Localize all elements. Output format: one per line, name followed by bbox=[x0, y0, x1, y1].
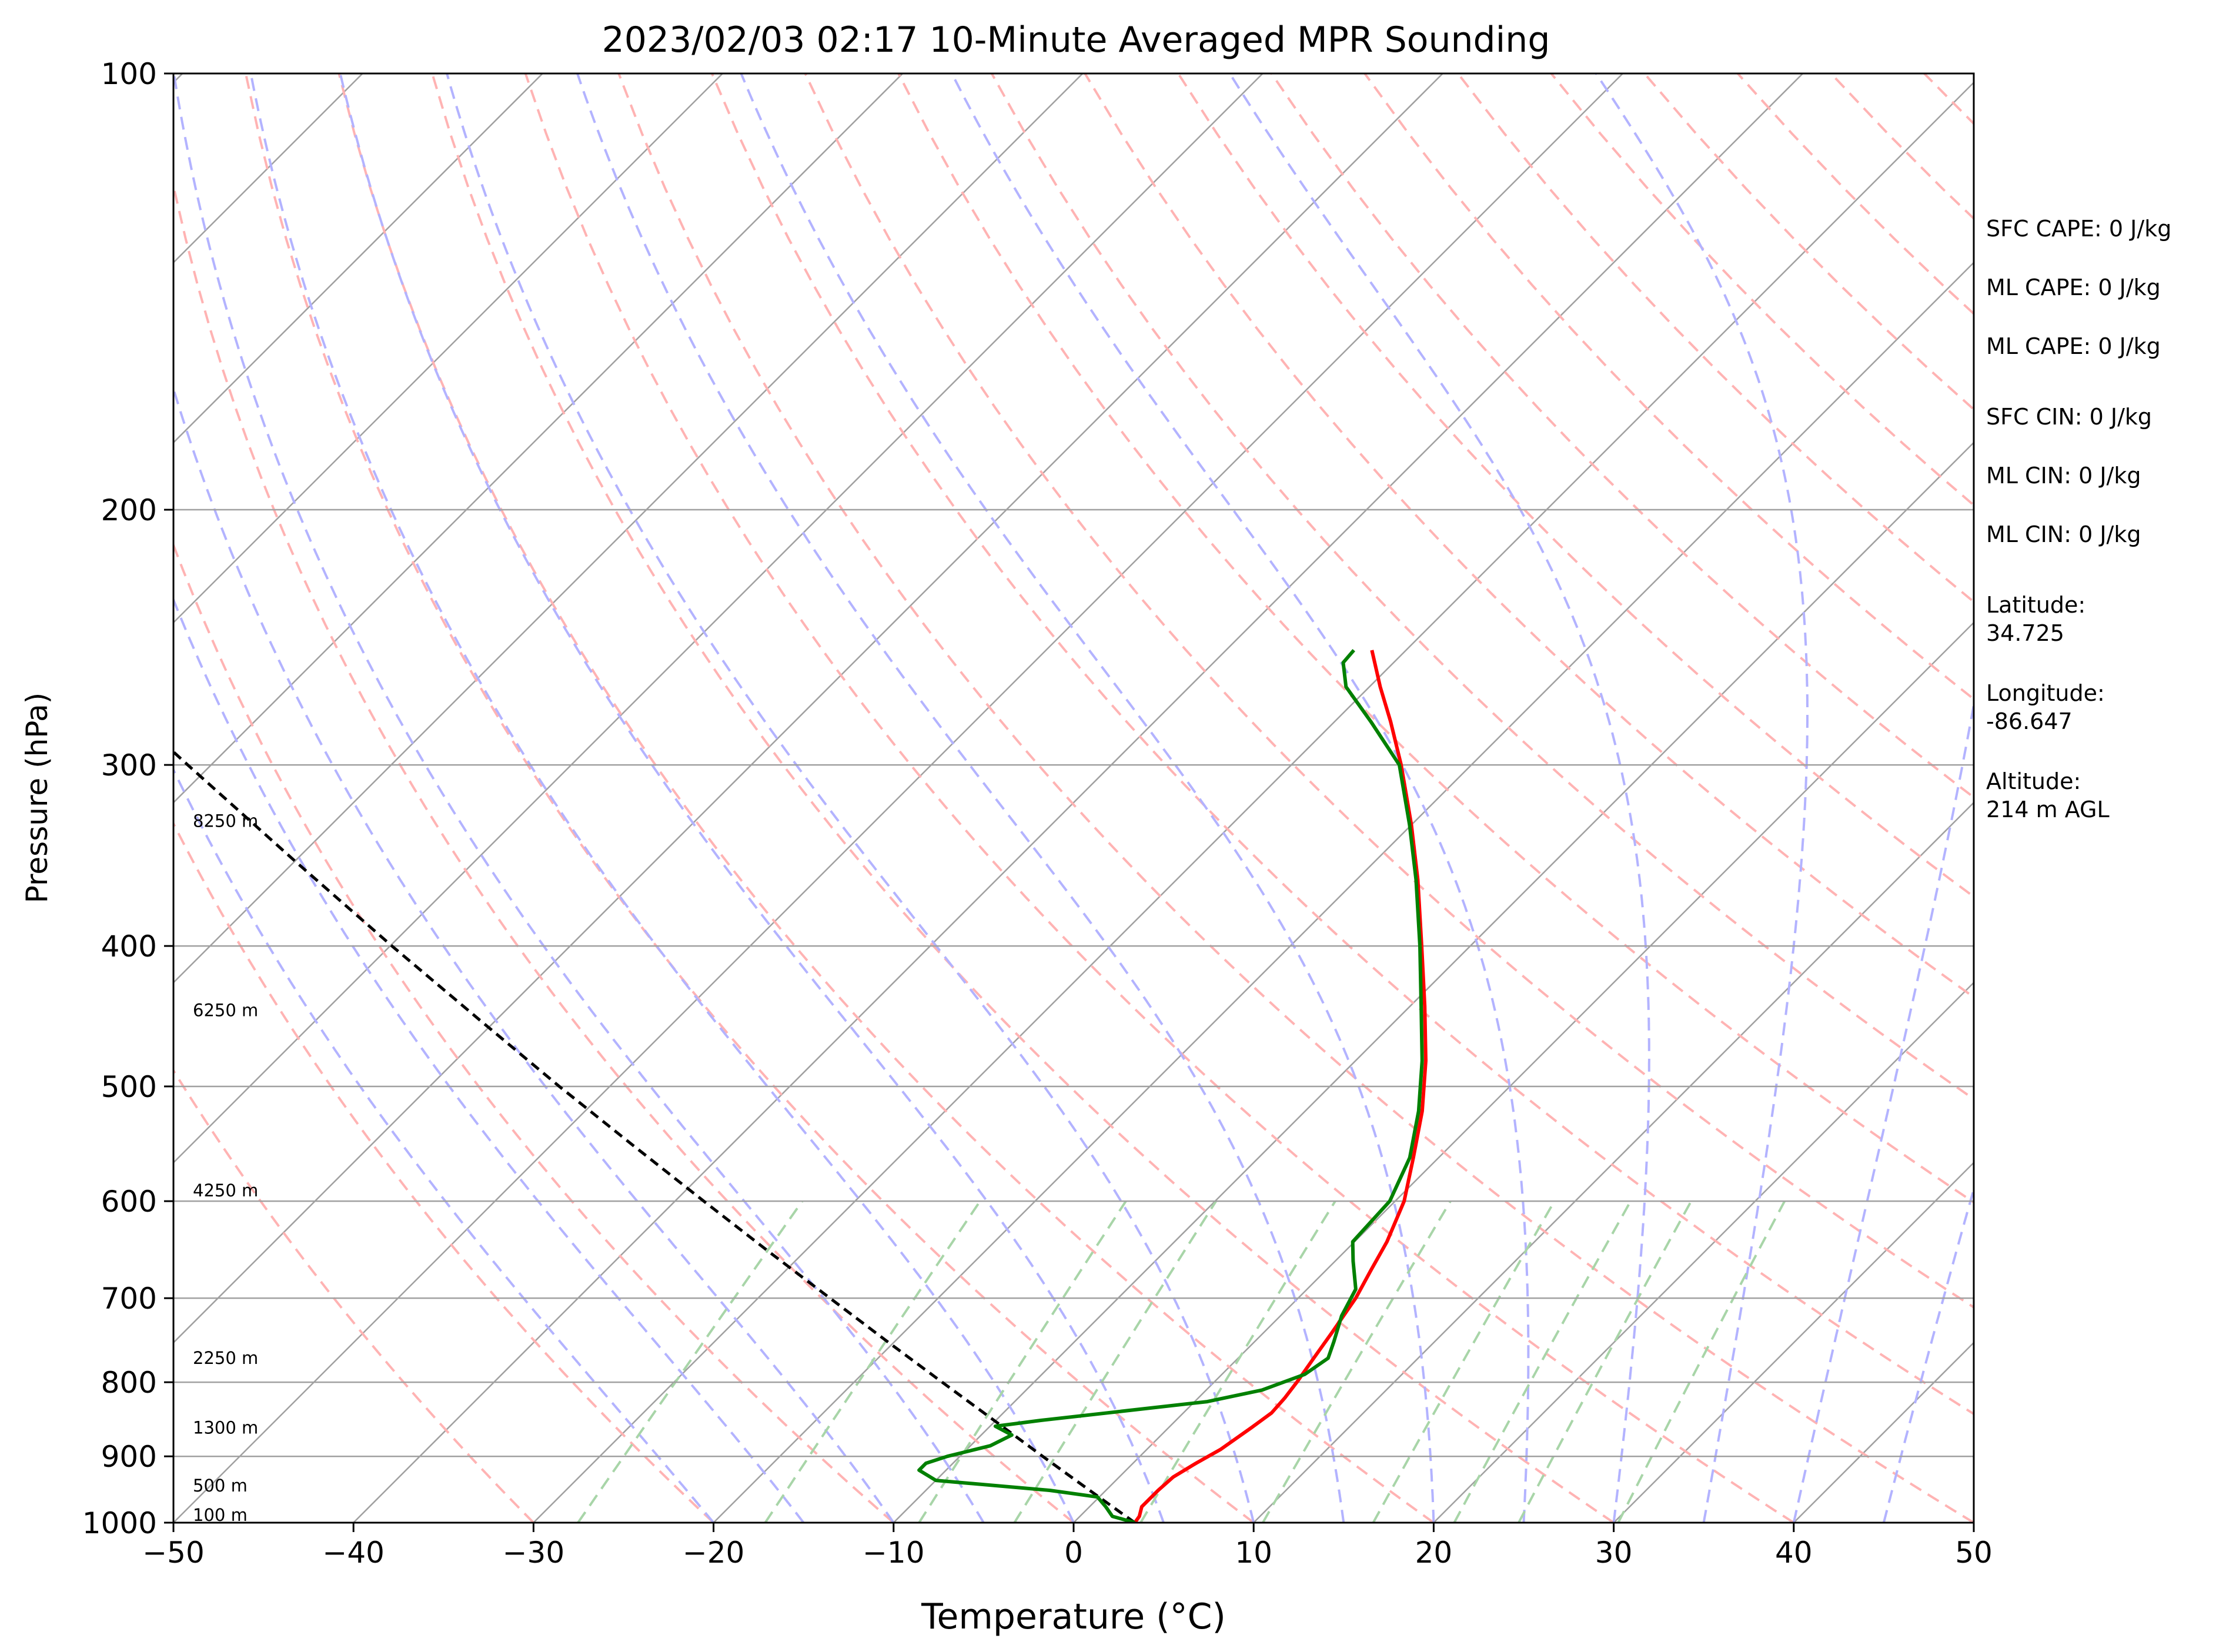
stat-text: Longitude: -86.647 bbox=[1986, 680, 2105, 734]
height-labels: 100 m 500 m 1300 m 2250 m 4250 m 6250 m 8250 m bbox=[193, 811, 258, 1525]
isotherm bbox=[173, 73, 1264, 1164]
y-tick-label: 100 bbox=[101, 57, 157, 91]
x-axis: −50 −40 −30 −20 −10 0 10 20 30 40 50 bbox=[142, 1523, 1993, 1570]
stats-panel: SFC CAPE: 0 J/kg ML CAPE: 0 J/kg ML CAPE: … bbox=[1986, 216, 2171, 822]
moist-adiabat bbox=[173, 596, 805, 1523]
isotherm bbox=[173, 73, 904, 804]
dry-adiabat bbox=[173, 180, 1075, 1523]
x-tick-label: −20 bbox=[683, 1536, 745, 1570]
y-tick-label: 500 bbox=[101, 1070, 157, 1104]
height-label: 8250 m bbox=[193, 811, 258, 831]
isotherm bbox=[173, 73, 1084, 984]
x-tick-label: 20 bbox=[1415, 1536, 1453, 1570]
height-label: 6250 m bbox=[193, 1000, 258, 1020]
height-label: 4250 m bbox=[193, 1181, 258, 1200]
height-label: 100 m bbox=[193, 1505, 248, 1525]
x-tick-label: −50 bbox=[142, 1536, 205, 1570]
moist-adiabat bbox=[1882, 1185, 1974, 1523]
height-label: 2250 m bbox=[193, 1348, 258, 1368]
y-tick-label: 800 bbox=[101, 1366, 157, 1400]
y-tick-label: 300 bbox=[101, 748, 157, 782]
background-lines bbox=[173, 73, 1974, 1523]
y-tick-label: 400 bbox=[101, 929, 157, 964]
moist-adiabat bbox=[249, 73, 1075, 1523]
x-tick-label: 50 bbox=[1955, 1536, 1993, 1570]
stat-text: ML CIN: 0 J/kg bbox=[1986, 521, 2141, 547]
isotherm bbox=[533, 81, 1974, 1523]
isotherm bbox=[173, 73, 1443, 1344]
parcel-line bbox=[173, 750, 1136, 1523]
dewpoint-line bbox=[917, 648, 1424, 1523]
dry-adiabat bbox=[804, 73, 1974, 1309]
x-tick-label: −40 bbox=[322, 1536, 385, 1570]
isotherm bbox=[713, 261, 1974, 1523]
dry-adiabat bbox=[173, 821, 714, 1523]
mixing-ratio-line bbox=[1518, 1200, 1693, 1523]
stat-text: SFC CIN: 0 J/kg bbox=[1986, 404, 2152, 430]
y-tick-label: 600 bbox=[101, 1185, 157, 1219]
isotherm bbox=[173, 73, 543, 444]
height-label: 500 m bbox=[193, 1476, 248, 1496]
temperature-line bbox=[1133, 650, 1428, 1523]
pressure-gridlines bbox=[173, 73, 1974, 1523]
stat-text: ML CAPE: 0 J/kg bbox=[1986, 333, 2161, 359]
x-tick-label: 0 bbox=[1064, 1536, 1083, 1570]
dry-adiabat bbox=[897, 73, 1974, 1204]
moist-adiabat bbox=[740, 73, 1435, 1523]
chart-title: 2023/02/03 02:17 10-Minute Averaged MPR … bbox=[602, 19, 1550, 61]
dry-adiabat bbox=[1084, 73, 1974, 999]
x-tick-label: 30 bbox=[1595, 1536, 1633, 1570]
moist-adiabat bbox=[576, 73, 1345, 1523]
stat-text: ML CIN: 0 J/kg bbox=[1986, 463, 2141, 489]
moist-adiabat bbox=[173, 767, 715, 1523]
moist-adiabat bbox=[951, 73, 1530, 1523]
mixing-ratio-line bbox=[1139, 1200, 1336, 1523]
moist-adiabat bbox=[339, 73, 1165, 1523]
isotherm bbox=[1253, 801, 1974, 1523]
stat-text: Latitude: 34.725 bbox=[1986, 592, 2085, 646]
data-series bbox=[173, 648, 1428, 1523]
dry-adiabat bbox=[337, 73, 1435, 1523]
mixing-ratio-line bbox=[1262, 1200, 1452, 1523]
x-tick-label: −10 bbox=[863, 1536, 925, 1570]
x-axis-label: Temperature (°C) bbox=[921, 1596, 1226, 1637]
dry-adiabat bbox=[990, 73, 1974, 1101]
x-tick-label: 10 bbox=[1235, 1536, 1272, 1570]
dry-adiabat bbox=[1270, 73, 1974, 799]
moist-adiabat bbox=[1792, 698, 1974, 1523]
isotherm bbox=[1433, 981, 1974, 1523]
y-tick-label: 1000 bbox=[82, 1506, 157, 1540]
moist-adiabat bbox=[173, 384, 895, 1523]
stat-text: Altitude: 214 m AGL bbox=[1986, 768, 2110, 822]
y-tick-label: 900 bbox=[101, 1440, 157, 1474]
mixing-ratio-line bbox=[1617, 1200, 1786, 1523]
isotherm bbox=[353, 73, 1804, 1523]
dry-adiabat bbox=[711, 73, 1974, 1416]
x-tick-label: −30 bbox=[503, 1536, 565, 1570]
dry-adiabat bbox=[617, 73, 1974, 1523]
y-axis: 1000 900 800 700 600 500 400 300 200 100 bbox=[82, 57, 173, 1540]
y-tick-label: 700 bbox=[101, 1282, 157, 1316]
stat-text: ML CAPE: 0 J/kg bbox=[1986, 275, 2161, 300]
height-label: 1300 m bbox=[193, 1418, 258, 1438]
isotherm bbox=[1613, 1161, 1974, 1523]
moist-adiabat bbox=[446, 73, 1255, 1523]
mixing-ratio-line bbox=[1372, 1200, 1556, 1523]
isotherm bbox=[173, 73, 723, 624]
isotherm bbox=[1073, 621, 1974, 1523]
dry-adiabat bbox=[173, 541, 895, 1523]
y-tick-label: 200 bbox=[101, 493, 157, 527]
x-tick-label: 40 bbox=[1775, 1536, 1813, 1570]
moist-adiabat bbox=[1595, 73, 1809, 1523]
moist-adiabat bbox=[1228, 73, 1650, 1523]
stat-text: SFC CAPE: 0 J/kg bbox=[1986, 216, 2171, 242]
dry-adiabat bbox=[244, 73, 1255, 1523]
mixing-ratio-line bbox=[1453, 1200, 1632, 1523]
moist-adiabat bbox=[173, 73, 985, 1523]
isotherm bbox=[893, 442, 1974, 1523]
y-axis-label: Pressure (hPa) bbox=[20, 693, 54, 904]
isotherm bbox=[173, 73, 1623, 1523]
